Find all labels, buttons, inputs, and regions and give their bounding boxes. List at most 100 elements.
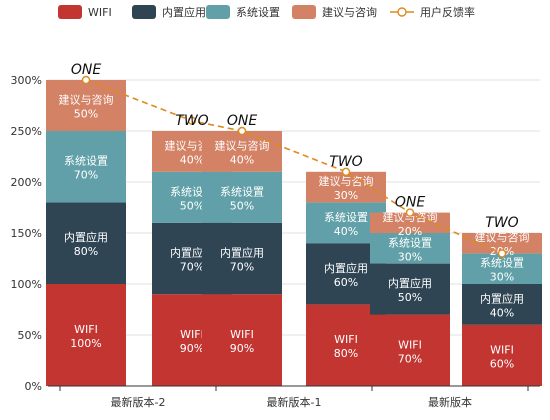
segment-value-label: 50%: [398, 291, 422, 304]
legend-label: WIFI: [88, 6, 112, 19]
segment-name-label: 系统设置: [388, 236, 432, 249]
bar-segment: [202, 294, 282, 386]
segment-value-label: 50%: [74, 108, 98, 121]
x-tick-label: 最新版本-2: [111, 395, 166, 409]
bar-segment: [370, 212, 450, 233]
segment-value-label: 90%: [180, 342, 204, 355]
segment-name-label: WIFI: [398, 338, 422, 351]
legend-item[interactable]: 建议与咨询: [292, 5, 377, 19]
bar-segment: [370, 263, 450, 315]
bars: WIFI100%内置应用80%系统设置70%建议与咨询50%WIFI90%内置应…: [46, 80, 542, 386]
feedback-point: [497, 249, 507, 258]
y-tick-label: 150%: [11, 227, 42, 240]
segment-name-label: WIFI: [180, 328, 204, 341]
bar-annotation: ONE: [71, 62, 101, 78]
segment-name-label: 系统设置: [64, 155, 108, 168]
legend-swatch: [58, 5, 82, 19]
bar-segment: [46, 202, 126, 284]
bar-segment: [202, 131, 282, 172]
bar-segment: [46, 80, 126, 131]
axes: 0% 50% 100% 150% 200% 250% 300% 最新版本-2 最新版本-1 最新版…: [11, 74, 540, 409]
bar-segment: [46, 284, 126, 386]
feedback-point: [187, 116, 197, 126]
legend-label: 建议与咨询: [322, 5, 377, 19]
segment-value-label: 90%: [230, 342, 254, 355]
feedback-point: [237, 126, 247, 136]
y-tick-label: 0%: [25, 380, 42, 393]
bar-segment: [462, 284, 542, 325]
segment-value-label: 50%: [180, 199, 204, 212]
legend-item[interactable]: 内置应用: [132, 5, 206, 19]
segment-name-label: 内置应用: [324, 261, 368, 275]
bar-segment: [306, 171, 386, 203]
bar-segment: [370, 314, 450, 386]
bar-segment: [202, 171, 282, 223]
bar-annotation: TWO: [485, 215, 518, 231]
bar-annotation: ONE: [395, 195, 425, 211]
segment-value-label: 70%: [230, 261, 254, 274]
legend-item[interactable]: 用户反馈率: [390, 5, 475, 19]
segment-value-label: 60%: [334, 276, 358, 289]
segment-value-label: 70%: [398, 352, 422, 365]
bar-segment: [462, 324, 542, 386]
segment-name-label: 建议与咨询: [475, 230, 530, 244]
feedback-line: [81, 75, 507, 258]
segment-value-label: 60%: [490, 357, 514, 370]
segment-name-label: 内置应用: [388, 276, 432, 290]
segment-name-label: 建议与咨询: [215, 138, 270, 152]
x-tick-label: 最新版本: [428, 395, 472, 409]
segment-name-label: 内置应用: [64, 230, 108, 244]
bar-annotation: TWO: [175, 113, 208, 129]
legend-swatch: [132, 5, 156, 19]
legend-point-swatch: [397, 7, 407, 17]
segment-value-label: 30%: [334, 189, 358, 202]
y-tick-label: 200%: [11, 176, 42, 189]
segment-value-label: 40%: [334, 225, 358, 238]
segment-name-label: 系统设置: [480, 257, 524, 270]
segment-name-label: 系统设置: [324, 211, 368, 224]
segment-name-label: WIFI: [490, 343, 514, 356]
segment-name-label: WIFI: [230, 328, 254, 341]
y-tick-label: 50%: [18, 329, 42, 342]
legend-swatch: [292, 5, 316, 19]
segment-name-label: 建议与咨询: [319, 174, 374, 188]
segment-value-label: 30%: [398, 250, 422, 263]
segment-value-label: 70%: [180, 261, 204, 274]
bar-segment: [462, 233, 542, 254]
segment-name-label: WIFI: [334, 333, 358, 346]
y-tick-label: 100%: [11, 278, 42, 291]
legend-label: 系统设置: [236, 6, 280, 19]
segment-value-label: 80%: [74, 245, 98, 258]
feedback-point: [81, 75, 91, 85]
bar-segment: [462, 253, 542, 284]
segment-value-label: 40%: [180, 153, 204, 166]
segment-name-label: 内置应用: [480, 291, 524, 305]
y-tick-label: 250%: [11, 125, 42, 138]
segment-name-label: 建议与咨询: [59, 93, 114, 107]
segment-value-label: 40%: [490, 306, 514, 319]
feedback-line-path: [85, 79, 503, 255]
bar-annotation: ONE: [227, 113, 257, 129]
segment-name-label: 内置应用: [220, 246, 264, 260]
segment-value-label: 70%: [74, 169, 98, 182]
bar-segment: [202, 222, 282, 295]
segment-value-label: 80%: [334, 347, 358, 360]
y-tick-label: 300%: [11, 74, 42, 87]
segment-name-label: 系统设置: [220, 185, 264, 198]
legend-label: 用户反馈率: [420, 5, 475, 19]
feedback-point: [405, 208, 415, 217]
legend-label: 内置应用: [162, 5, 206, 19]
legend[interactable]: WIFI 内置应用 系统设置 建议与咨询 用户反馈率: [58, 5, 475, 19]
bar-annotations: ONE TWO ONE TWO ONE TWO: [71, 62, 519, 231]
segment-value-label: 100%: [70, 337, 101, 350]
legend-item[interactable]: WIFI: [58, 5, 112, 19]
bar-segment: [370, 233, 450, 264]
legend-item[interactable]: 系统设置: [206, 5, 280, 19]
bar-annotation: TWO: [329, 154, 362, 170]
feedback-point: [341, 167, 351, 177]
grid-lines: [48, 79, 540, 336]
legend-swatch: [206, 5, 230, 19]
segment-value-label: 30%: [490, 271, 514, 284]
bar-segment: [46, 131, 126, 203]
